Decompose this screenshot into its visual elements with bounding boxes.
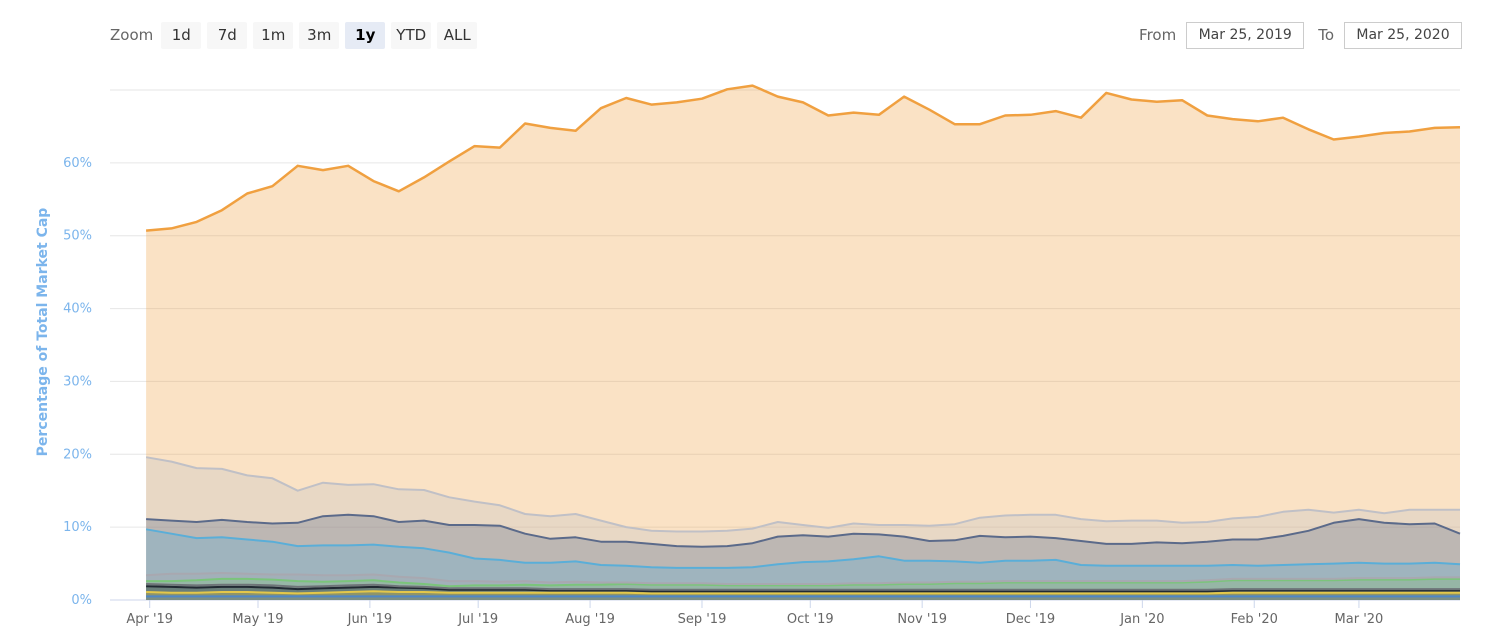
to-label: To bbox=[1318, 26, 1334, 44]
x-tick-label: Sep '19 bbox=[678, 612, 727, 627]
y-tick-label: 20% bbox=[63, 447, 92, 462]
date-range-selector: From To bbox=[1125, 21, 1462, 49]
x-axis-ticks: Apr '19 May '19 Jun '19 Jul '19 Aug '19 Sep '… bbox=[126, 600, 1383, 627]
series-line-4 bbox=[146, 572, 1460, 585]
series-area-1 bbox=[146, 457, 1461, 600]
zoom-3m-button[interactable]: 3m bbox=[299, 21, 340, 49]
y-tick-label: 10% bbox=[63, 520, 92, 535]
x-tick-label: Jul '19 bbox=[457, 612, 498, 627]
series-line-6 bbox=[146, 583, 1460, 591]
series-line-7 bbox=[146, 585, 1460, 593]
y-axis-label: Percentage of Total Market Cap bbox=[35, 208, 51, 457]
from-label: From bbox=[1139, 26, 1177, 44]
x-tick-label: Mar '20 bbox=[1335, 612, 1384, 627]
series-area-0 bbox=[146, 85, 1461, 601]
chart-lines bbox=[145, 84, 1461, 598]
series-line-0 bbox=[145, 84, 1461, 232]
zoom-label: Zoom bbox=[110, 26, 154, 44]
series-line-3 bbox=[145, 528, 1461, 569]
series-line-8 bbox=[146, 590, 1460, 595]
zoom-all-button[interactable]: ALL bbox=[437, 21, 478, 49]
series-line-1 bbox=[145, 456, 1460, 533]
x-tick-label: Nov '19 bbox=[897, 612, 947, 627]
y-tick-label: 50% bbox=[63, 229, 92, 244]
y-tick-label: 0% bbox=[71, 593, 92, 608]
chart-gridlines bbox=[110, 89, 1460, 601]
zoom-toolbar: Zoom 1d 7d 1m 3m 1y YTD ALL bbox=[110, 21, 483, 49]
series-line-2 bbox=[146, 513, 1461, 548]
x-tick-label: May '19 bbox=[232, 612, 283, 627]
x-tick-label: Oct '19 bbox=[787, 612, 834, 627]
y-tick-label: 60% bbox=[63, 156, 92, 171]
zoom-1d-button[interactable]: 1d bbox=[161, 21, 202, 49]
x-tick-label: Aug '19 bbox=[565, 612, 615, 627]
y-tick-label: 30% bbox=[63, 374, 92, 389]
zoom-7d-button[interactable]: 7d bbox=[207, 21, 248, 49]
x-tick-label: Dec '19 bbox=[1006, 612, 1055, 627]
series-area-2 bbox=[146, 514, 1461, 600]
y-tick-label: 40% bbox=[63, 302, 92, 317]
to-date-input[interactable] bbox=[1344, 21, 1462, 49]
zoom-1y-button[interactable]: 1y bbox=[345, 21, 386, 49]
x-tick-label: Jun '19 bbox=[347, 612, 393, 627]
x-tick-label: Feb '20 bbox=[1231, 612, 1278, 627]
series-line-5 bbox=[146, 577, 1460, 588]
x-tick-label: Jan '20 bbox=[1119, 612, 1164, 627]
from-date-input[interactable] bbox=[1186, 21, 1305, 49]
y-axis-ticks: 0% 10% 20% 30% 40% 50% 60% bbox=[63, 156, 92, 608]
zoom-ytd-button[interactable]: YTD bbox=[391, 21, 432, 49]
zoom-1m-button[interactable]: 1m bbox=[253, 21, 294, 49]
chart-areas bbox=[146, 85, 1461, 601]
x-tick-label: Apr '19 bbox=[126, 612, 173, 627]
